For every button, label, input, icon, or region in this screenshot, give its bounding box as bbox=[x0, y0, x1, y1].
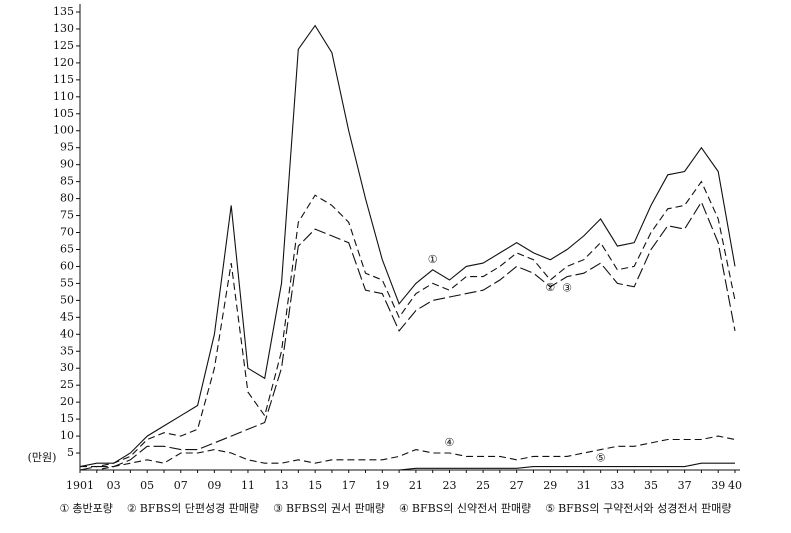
line-label: ③ bbox=[562, 282, 572, 295]
line-label: ② bbox=[545, 281, 555, 294]
y-tick-label: 105 bbox=[53, 107, 74, 120]
y-tick-label: 95 bbox=[60, 141, 74, 154]
legend-text: ③ bbox=[273, 502, 283, 515]
y-tick-label: 15 bbox=[60, 412, 74, 425]
y-tick-label: 55 bbox=[60, 276, 74, 289]
y-tick-label: 115 bbox=[53, 73, 74, 86]
legend-text: BFBS의 권서 판매량 bbox=[285, 502, 386, 515]
legend-text: ④ bbox=[399, 502, 409, 515]
x-tick-label: 09 bbox=[207, 479, 221, 492]
legend-entry: ⑤ BFBS의 구약전서와 성경전서 판매량 bbox=[545, 500, 731, 516]
x-tick-label: 31 bbox=[577, 479, 591, 492]
chart: (만원) 5 10 15 20 25 30 35 40 45 50 55 60 65 70 75 80 85 90… bbox=[28, 4, 742, 492]
legend-text: ① bbox=[59, 502, 70, 515]
x-tick-label: 07 bbox=[174, 479, 188, 492]
y-tick-label: 110 bbox=[53, 90, 74, 103]
legend-text: BFBS의 구약전서와 성경전서 판매량 bbox=[558, 502, 732, 515]
y-tick-label: 45 bbox=[60, 310, 74, 323]
y-axis-label: (만원) bbox=[28, 451, 57, 464]
y-tick-label: 75 bbox=[60, 209, 74, 222]
x-tick-label: 19 bbox=[375, 479, 389, 492]
x-tick-label: 13 bbox=[275, 479, 289, 492]
x-tick-label: 23 bbox=[442, 479, 456, 492]
x-tick-label: 05 bbox=[140, 479, 154, 492]
line-label: ⑤ bbox=[596, 452, 606, 465]
x-tick-label: 25 bbox=[476, 479, 490, 492]
series-line bbox=[80, 462, 735, 471]
x-tick-label: 15 bbox=[308, 479, 322, 492]
x-tick-label: 40 bbox=[728, 479, 742, 492]
y-tick-label: 5 bbox=[67, 446, 74, 459]
legend-text: ② bbox=[126, 502, 137, 515]
y-tick-label: 25 bbox=[60, 378, 74, 391]
y-tick-label: 60 bbox=[60, 259, 74, 272]
series-line bbox=[79, 200, 736, 471]
series-line bbox=[79, 24, 736, 468]
y-tick-label: 125 bbox=[53, 39, 74, 52]
legend-entry: ④ BFBS의 신약전서 판매량 bbox=[399, 500, 531, 516]
x-tick-label: 11 bbox=[241, 479, 255, 492]
line-label: ④ bbox=[445, 436, 455, 449]
y-tick-label: 65 bbox=[60, 242, 74, 255]
legend-entry: ③ BFBS의 권서 판매량 bbox=[273, 500, 385, 516]
legend-text: BFBS의 신약전서 판매량 bbox=[411, 502, 532, 515]
series-line bbox=[80, 435, 736, 471]
legend-text: BFBS의 단편성경 판매량 bbox=[139, 502, 260, 515]
y-tick-label: 35 bbox=[60, 344, 74, 357]
legend-entry: ② BFBS의 단편성경 판매량 bbox=[127, 500, 259, 516]
x-tick-label: 21 bbox=[409, 479, 423, 492]
x-tick-label: 39 bbox=[711, 479, 725, 492]
x-tick-label: 03 bbox=[107, 479, 121, 492]
legend-entry: ① 총반포량 bbox=[60, 500, 113, 516]
x-tick-label: 33 bbox=[610, 479, 624, 492]
x-tick-label: 27 bbox=[510, 479, 524, 492]
x-tick-label: 35 bbox=[644, 479, 658, 492]
y-tick-label: 10 bbox=[60, 429, 74, 442]
legend: ① 총반포량 ② BFBS의 단편성경 판매량 ③ BFBS의 권서 판매량 ④ BFBS의 … bbox=[0, 500, 791, 516]
y-tick-label: 20 bbox=[60, 395, 74, 408]
series-line bbox=[80, 180, 736, 468]
y-tick-label: 85 bbox=[60, 175, 74, 188]
x-tick-label: 37 bbox=[678, 479, 692, 492]
y-tick-label: 50 bbox=[60, 293, 74, 306]
line-label: ① bbox=[428, 253, 438, 266]
y-tick-label: 90 bbox=[60, 158, 74, 171]
y-tick-label: 100 bbox=[53, 124, 74, 137]
y-tick-label: 130 bbox=[53, 22, 74, 35]
y-tick-label: 30 bbox=[60, 361, 74, 374]
y-tick-label: 135 bbox=[53, 5, 74, 18]
y-tick-label: 40 bbox=[60, 327, 74, 340]
y-tick-label: 120 bbox=[53, 56, 74, 69]
y-tick-label: 80 bbox=[60, 192, 74, 205]
y-tick-label: 70 bbox=[60, 226, 74, 239]
x-tick-label: 17 bbox=[342, 479, 356, 492]
x-tick-label: 1901 bbox=[66, 479, 94, 492]
x-tick-label: 29 bbox=[543, 479, 557, 492]
legend-text: ⑤ bbox=[545, 502, 556, 515]
legend-text: 총반포량 bbox=[72, 502, 113, 515]
